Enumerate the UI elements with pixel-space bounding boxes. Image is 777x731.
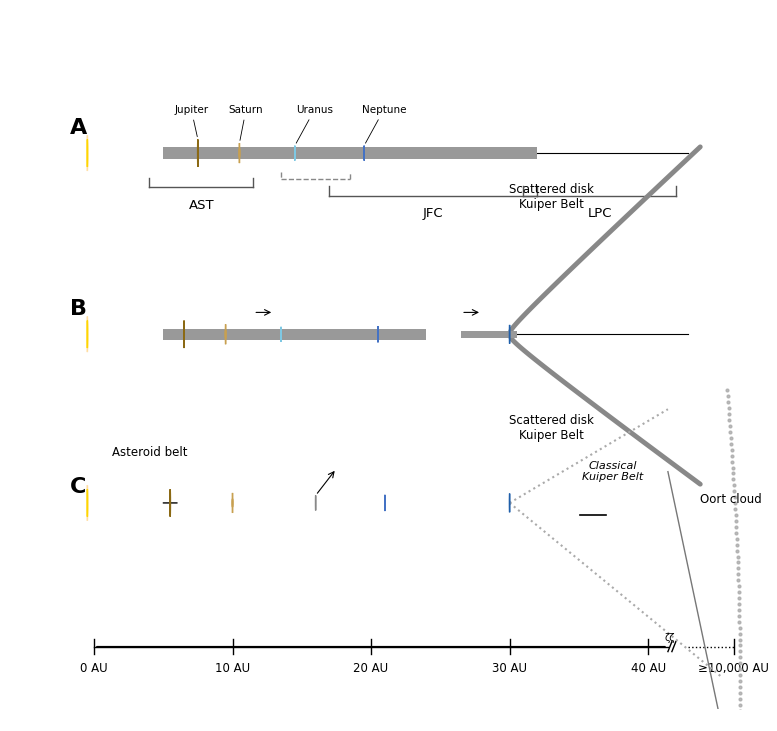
FancyBboxPatch shape bbox=[163, 329, 427, 340]
Text: Oort cloud: Oort cloud bbox=[700, 493, 762, 507]
Text: Asteroid belt: Asteroid belt bbox=[112, 446, 187, 459]
Text: AST: AST bbox=[189, 199, 214, 212]
Text: Scattered disk
Kuiper Belt: Scattered disk Kuiper Belt bbox=[509, 183, 594, 211]
Text: 30 AU: 30 AU bbox=[492, 662, 527, 675]
Text: 40 AU: 40 AU bbox=[631, 662, 666, 675]
FancyBboxPatch shape bbox=[461, 331, 517, 338]
Text: ≥10,000 AU: ≥10,000 AU bbox=[699, 662, 769, 675]
Text: Scattered disk
Kuiper Belt: Scattered disk Kuiper Belt bbox=[509, 414, 594, 442]
Text: 0 AU: 0 AU bbox=[80, 662, 108, 675]
Text: 20 AU: 20 AU bbox=[354, 662, 388, 675]
Text: A: A bbox=[70, 118, 88, 138]
Text: Saturn: Saturn bbox=[228, 105, 263, 140]
Text: C: C bbox=[70, 477, 86, 497]
Text: ζζ: ζζ bbox=[664, 634, 675, 643]
Text: Uranus: Uranus bbox=[296, 105, 333, 143]
Text: B: B bbox=[70, 299, 87, 319]
Text: LPC: LPC bbox=[587, 207, 612, 220]
FancyBboxPatch shape bbox=[163, 148, 538, 159]
Text: 10 AU: 10 AU bbox=[215, 662, 250, 675]
Text: JFC: JFC bbox=[423, 207, 444, 220]
Text: Neptune: Neptune bbox=[361, 105, 406, 143]
Text: Jupiter: Jupiter bbox=[174, 105, 208, 137]
Text: Classical
Kuiper Belt: Classical Kuiper Belt bbox=[582, 461, 643, 482]
